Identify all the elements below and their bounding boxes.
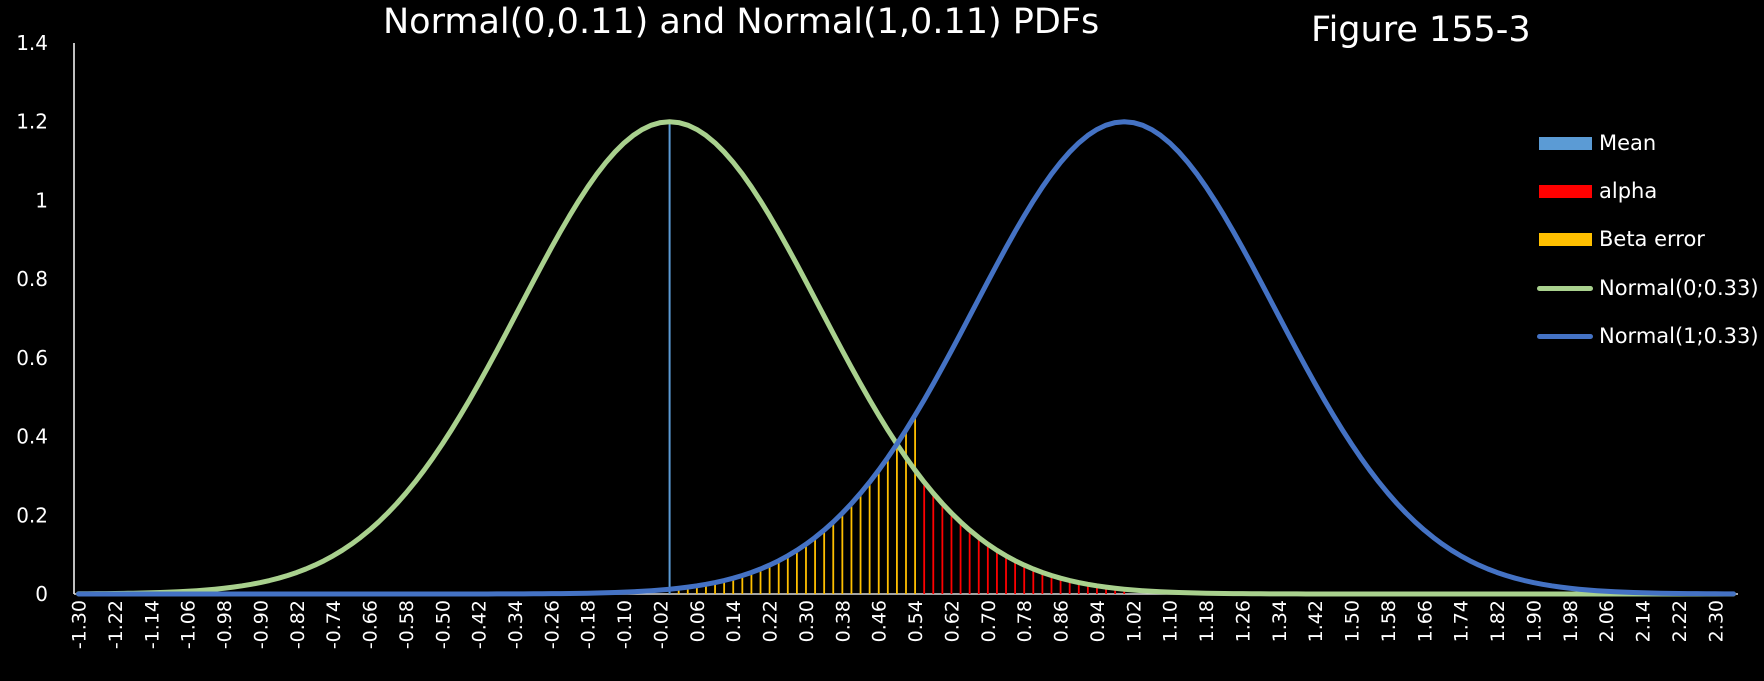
- legend-item-normal-1: Normal(1;0.33): [1537, 321, 1759, 351]
- x-tick-label: 0.78: [1014, 600, 1036, 642]
- x-tick-label: 0.14: [723, 600, 745, 642]
- x-tick-label: 2.14: [1633, 600, 1655, 642]
- x-tick-label: -0.18: [578, 600, 600, 649]
- x-tick-label: 0.38: [832, 600, 854, 642]
- y-tick-label: 0.2: [16, 503, 48, 527]
- legend-swatch-mean: [1539, 137, 1592, 150]
- y-tick-label: 0: [35, 582, 48, 606]
- x-tick-label: 2.30: [1705, 600, 1727, 642]
- x-tick-label: 1.90: [1523, 600, 1545, 642]
- y-axis: 0 0.2 0.4 0.6 0.8 1 1.2 1.4: [16, 31, 75, 606]
- x-tick-label: 0.46: [869, 600, 891, 642]
- x-tick-label: 2.22: [1669, 600, 1691, 642]
- x-tick-label: -1.06: [178, 600, 200, 649]
- x-tick-label: -0.02: [650, 600, 672, 649]
- legend-label-normal-1: Normal(1;0.33): [1599, 324, 1759, 348]
- x-tick-label: 1.26: [1232, 600, 1254, 642]
- x-tick-label: -1.30: [69, 600, 91, 649]
- normal-curves: [76, 119, 1736, 597]
- x-tick-label: -0.34: [505, 600, 527, 649]
- x-tick-label: 1.50: [1342, 600, 1364, 642]
- legend-line-normal-1: [1537, 334, 1593, 339]
- x-tick-label: -1.14: [141, 600, 163, 649]
- y-tick-label: 0.8: [16, 267, 48, 291]
- x-tick-label: -0.10: [614, 600, 636, 649]
- x-tick-label: -0.74: [323, 600, 345, 649]
- x-tick-label: 1.34: [1269, 600, 1291, 642]
- chart-title: Normal(0,0.11) and Normal(1,0.11) PDFs: [383, 2, 1100, 42]
- legend-item-normal-0: Normal(0;0.33): [1537, 273, 1759, 303]
- x-tick-label: 0.62: [941, 600, 963, 642]
- x-tick-label: -0.26: [541, 600, 563, 649]
- legend-item-beta-error: Beta error: [1537, 224, 1705, 254]
- x-tick-label: 0.54: [905, 600, 927, 642]
- normal-1-line: [76, 119, 1736, 597]
- legend-swatch-alpha: [1539, 185, 1592, 198]
- x-tick-label: 1.82: [1487, 600, 1509, 642]
- x-tick-label: 1.58: [1378, 600, 1400, 642]
- x-tick-label: 1.98: [1560, 600, 1582, 642]
- x-tick-label: 0.86: [1051, 600, 1073, 642]
- x-tick-label: -0.66: [360, 600, 382, 649]
- legend-label-beta-error: Beta error: [1599, 227, 1705, 251]
- y-tick-label: 1.2: [16, 110, 48, 134]
- legend-item-mean: Mean: [1537, 128, 1656, 158]
- legend-label-normal-0: Normal(0;0.33): [1599, 276, 1759, 300]
- legend-label-alpha: alpha: [1599, 179, 1658, 203]
- legend-label-mean: Mean: [1599, 131, 1657, 155]
- x-tick-label: 0.06: [687, 600, 709, 642]
- x-tick-label: 2.06: [1596, 600, 1618, 642]
- x-tick-label: 0.94: [1087, 600, 1109, 642]
- beta-error-series: [668, 415, 916, 594]
- x-tick-label: 1.02: [1123, 600, 1145, 642]
- x-tick-label: 1.18: [1196, 600, 1218, 642]
- x-tick-label: -0.98: [214, 600, 236, 649]
- y-tick-label: 1: [35, 188, 48, 212]
- normal-0-line: [76, 119, 1736, 597]
- x-tick-label: 1.74: [1451, 600, 1473, 642]
- x-tick-label: -0.42: [469, 600, 491, 649]
- x-tick-label: -0.50: [432, 600, 454, 649]
- x-tick-label: 0.70: [978, 600, 1000, 642]
- y-tick-label: 1.4: [16, 31, 48, 55]
- y-tick-label: 0.6: [16, 346, 48, 370]
- x-tick-label: -0.82: [287, 600, 309, 649]
- figure-label: Figure 155-3: [1311, 10, 1531, 50]
- legend-swatch-beta-error: [1539, 233, 1592, 246]
- x-tick-label: -1.22: [105, 600, 127, 649]
- x-tick-label: -0.58: [396, 600, 418, 649]
- x-tick-label: 0.22: [760, 600, 782, 642]
- x-tick-label: 1.66: [1414, 600, 1436, 642]
- x-tick-label: 1.42: [1305, 600, 1327, 642]
- y-tick-label: 0.4: [16, 425, 48, 449]
- x-tick-label: 1.10: [1160, 600, 1182, 642]
- legend-line-normal-0: [1537, 286, 1593, 291]
- legend-item-alpha: alpha: [1537, 176, 1657, 206]
- alpha-series: [923, 482, 1126, 594]
- x-tick-label: 0.30: [796, 600, 818, 642]
- x-axis: -1.30 -1.22 -1.14 -1.06 -0.98 -0.90 -0.82 -0.74…: [69, 593, 1738, 649]
- x-tick-label: -0.90: [250, 600, 272, 649]
